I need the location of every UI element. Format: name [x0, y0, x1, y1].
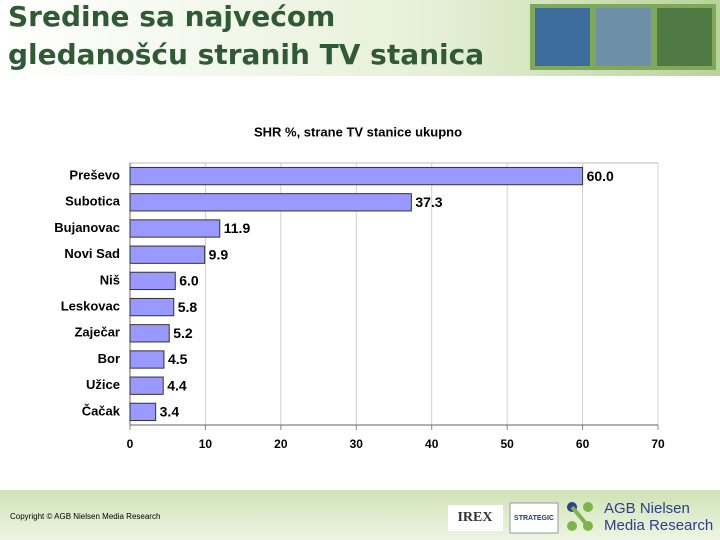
x-tick-label: 0: [127, 437, 134, 451]
plot-area: 0 10 20 30 40 50 60 70 Preševo 60.0 Subotica 37.3 Bu…: [54, 162, 665, 451]
value-label: 9.9: [209, 246, 229, 262]
y-tick-label: Subotica: [65, 194, 121, 209]
value-label: 5.2: [173, 325, 193, 341]
value-label: 3.4: [160, 404, 180, 420]
x-tick-label: 60: [576, 437, 590, 451]
bar: [129, 376, 164, 395]
logo-dot: [567, 521, 577, 531]
bar: [129, 193, 412, 212]
slide-title: Sredine sa najvećom: [8, 0, 335, 33]
x-tick-label: 70: [651, 437, 665, 451]
bar: [129, 324, 170, 343]
value-label: 5.8: [178, 299, 198, 315]
bar: [129, 271, 176, 291]
value-label: 60.0: [587, 168, 614, 184]
y-tick-label: Preševo: [69, 168, 120, 183]
value-label: 4.5: [168, 351, 188, 367]
bar: [129, 219, 221, 238]
header-image: [657, 8, 712, 66]
slide-title: gledanošću stranih TV stanica: [8, 38, 484, 71]
header-image: [535, 8, 590, 66]
x-tick-label: 50: [500, 437, 514, 451]
logo-irex: IREX: [457, 510, 492, 525]
y-tick-label: Bujanovac: [54, 220, 120, 235]
logo-strategic: STRATEGIC: [514, 515, 554, 522]
chart-title: SHR %, strane TV stanice ukupno: [254, 124, 462, 139]
copyright: Copyright © AGB Nielsen Media Research: [10, 512, 160, 521]
value-label: 11.9: [224, 220, 251, 236]
value-label: 4.4: [167, 377, 187, 393]
y-tick-label: Čačak: [82, 403, 121, 418]
y-tick-label: Zaječar: [74, 325, 120, 340]
y-tick-label: Novi Sad: [64, 246, 120, 261]
bar: [129, 297, 175, 317]
bar: [129, 166, 584, 186]
y-tick-label: Užice: [86, 377, 120, 392]
header-image: [596, 8, 651, 66]
logo-agb: AGB Nielsen: [604, 500, 690, 517]
bar: [129, 245, 206, 264]
logo-stroke: [570, 505, 590, 528]
footer-band: [0, 490, 720, 540]
x-tick-label: 40: [425, 437, 439, 451]
logo-dot: [583, 502, 593, 512]
logo-agb: Media Research: [604, 517, 713, 534]
value-label: 37.3: [415, 194, 442, 210]
logo-box: [448, 505, 503, 531]
bar: [129, 402, 157, 422]
logo-box: [509, 502, 559, 534]
x-tick-label: 30: [350, 437, 364, 451]
x-tick-label: 20: [274, 437, 288, 451]
x-tick-label: 10: [199, 437, 213, 451]
y-tick-label: Bor: [98, 351, 120, 366]
value-label: 6.0: [179, 273, 199, 289]
y-tick-label: Leskovac: [61, 299, 120, 314]
y-tick-label: Niš: [100, 272, 120, 287]
bar: [129, 350, 165, 369]
